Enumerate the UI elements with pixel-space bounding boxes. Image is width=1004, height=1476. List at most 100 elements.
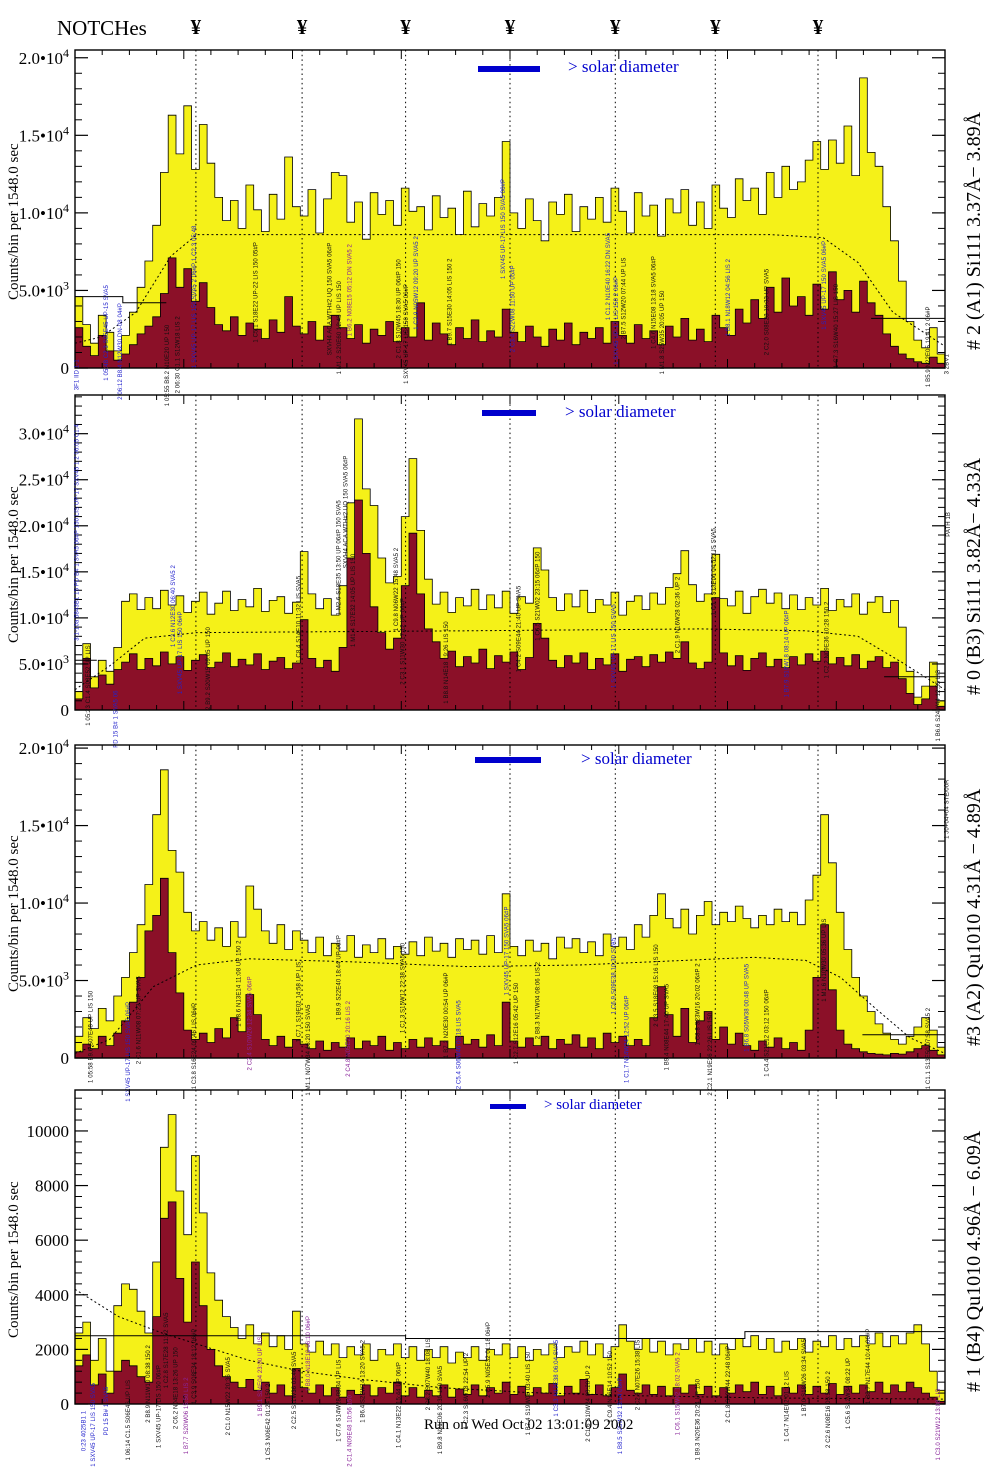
event-annotation: 1 C3.0 S21W12 13:08 LIS: [936, 1388, 942, 1460]
y-tick-label: 0: [61, 359, 70, 378]
event-annotation: 1 C2.3 S16W18 22:54 UP 2: [464, 1352, 470, 1429]
event-annotation: 1 C7.3 S16W40 15:27 LIS 150: [834, 283, 840, 368]
event-annotation: 1 B6.8 S05W38 00:48 UP SVA5: [744, 963, 750, 1051]
event-annotation: 1 SXV45 UP-17 LIS 150 SVA5: [611, 604, 617, 688]
event-annotation: 1 C5.1 S18E22 UP-22 LIS 150 05#P: [254, 242, 260, 343]
event-annotation: 1 B9.9 S22E40 18:44 UP 06#P: [336, 935, 342, 1020]
event-annotation: 1 C4.4 S21E12 03:12 150 06#P: [764, 989, 770, 1077]
y-tick-label: 10000: [27, 1122, 70, 1141]
histogram-background: [74, 499, 946, 711]
event-annotation: 1 C4.2 S09E44 21:40 UP SVA5: [516, 585, 522, 672]
y-tick-label: 8000: [35, 1177, 69, 1196]
event-annotation: 2 C2.9 N07E26 15:38 LIS: [636, 1340, 642, 1411]
event-annotation: 1 C1.1 S13E50 07:58 SVA5 2: [926, 1007, 932, 1089]
event-annotation: 1 C3.8 S16E24 09:46 LIS 06#P: [192, 1003, 198, 1090]
y-tick-label: 6000: [35, 1231, 69, 1250]
event-annotation: 2 B9.2 S20W15 09:05 UP 150: [206, 627, 212, 710]
event-annotation: 1 M1.2 S20E60 12:45 UP LIS 150: [337, 281, 343, 375]
y-tick-label: 2.5•104: [19, 468, 69, 490]
histogram-total: [74, 77, 946, 369]
event-annotation: 2 B7.5 S12W20 07:44 UP LIS: [622, 258, 628, 340]
event-annotation: 1 B7.4 S19W08 03:40 LIS 150: [526, 1351, 532, 1435]
event-annotation: 1 C8.8 S23W16 20:02 06#P 2: [696, 963, 702, 1046]
y-axis-label: Counts/bin per 1548.0 sec: [6, 835, 22, 992]
event-annotation: 2 C5.9 N05E32 01:18 06#P: [486, 1322, 492, 1398]
event-annotation: 3:1-10a 5843B1 15 PD B# 1 SVA5 06#P 150 …: [75, 424, 81, 641]
event-annotation: 1 SXV45 UP-17 LIS 150 SVA5 06#P: [404, 284, 410, 384]
event-annotation: 1 B9.1 S24E04 23:00 UP LIS: [258, 1336, 264, 1416]
event-annotation: 1 C6.9 S09E38 10:30 SVA5: [611, 937, 617, 1014]
y-tick-label: 3.0•104: [19, 422, 69, 444]
event-annotation: 1 05:48 C2.3 S05E45 UP-15 SVA5: [104, 285, 110, 381]
event-annotation: 3F1 IID 1-1: [75, 359, 81, 391]
event-annotation: 1 SXV45 UP-17 LIS 150 SVA5 2 06#P 1 C2.3…: [192, 225, 198, 368]
event-annotation: 1 05:58 B9.6 S07E48 UP LIS 150: [88, 990, 94, 1083]
event-annotation: 1 C1.2 N10E40 16:22 DN SVA5: [606, 232, 612, 320]
event-annotation: 2 C8.2 S07W40 18:08 LIS: [426, 1338, 432, 1410]
event-annotation: 1 C1.7 N14W24 12:52 UP 06#P: [624, 995, 630, 1083]
notch-symbol: ¥: [610, 15, 621, 39]
event-annotation: 1 C1.3 S15W12 22:38 SVA5 150: [401, 942, 407, 1033]
event-annotation: 1 B9.7 S15E30 14:05 LIS 150 2: [448, 258, 454, 346]
y-tick-label: 5.0•103: [19, 969, 69, 991]
event-annotation: 1 C2.7 S12E16 05:42 UP 150: [514, 982, 520, 1064]
event-annotation: 1 SXV45 UP-17 LIS 150 SVA5 06#P: [501, 179, 507, 279]
event-annotation: 2 C2.0 S08E28 10:33 UP SVA5: [764, 268, 770, 355]
event-annotation: 2 C2.6 N08E16 05:58 150 2: [826, 1371, 832, 1448]
event-annotation: 1 B7.2 N20E30 00:54 UP 06#P: [444, 972, 450, 1058]
event-annotation: 1 C2.2 N09E36 10:28 150 2: [824, 601, 830, 678]
running-average-line: [74, 956, 946, 1054]
event-annotation: 2 C3.4 S22W08 11:50 UP 05#P: [510, 265, 516, 352]
event-annotation: 1 B9.3 N20E36 20:24 UP 150: [696, 1378, 702, 1460]
event-annotation: 1 B6.6 S24W44 12:55 LIS: [936, 670, 942, 742]
running-average-line: [74, 1288, 946, 1400]
event-annotation: 1 C4.1 N13E22 15:44 UP 06#P: [396, 1362, 402, 1448]
event-annotation: 1 C2.6 N12E30 06:40 SVA5 2: [171, 565, 177, 647]
y-tick-label: 1.0•104: [19, 891, 69, 913]
event-annotation: 1 B8.7 N17E44 10:44 06#P: [866, 1329, 872, 1404]
event-annotation: 1 C2.9 N05W12 09:20 UP SVA5 2: [414, 236, 420, 330]
event-annotation: 1 SXV45 UP-17 LIS 150 2 06#P: [614, 277, 620, 365]
run-timestamp: Run on Wed Oct 02 13:01:09 2002: [424, 1417, 634, 1433]
y-tick-label: 2.0•104: [19, 736, 69, 758]
event-annotation: 1 B5.9 N22E05 19:41 2 06#P: [926, 306, 932, 387]
solar-diameter-bar: [490, 1104, 526, 1109]
y-axis-label: Counts/bin per 1548.0 sec: [6, 1181, 22, 1338]
event-annotation: 2 C1.6 S10W24 08:28 UP 2: [586, 1365, 592, 1442]
panel-4: 10000 8000 6000 4000 2000 0 0:23 4025B1 1 1 SXV…: [27, 1089, 946, 1467]
event-annotation: 1 M1.6 N10W30 05:36 UP LIS: [822, 918, 828, 1001]
level-line: [75, 296, 167, 304]
event-annotation: 1 C7.6 S14W28 08:34 UP LIS: [336, 1359, 342, 1441]
event-annotation: 2 C6.2 N04E18 13:26 UP 150: [174, 1347, 180, 1429]
y-tick-label: 1.5•104: [19, 814, 69, 836]
notch-symbol: ¥: [296, 15, 308, 39]
y-tick-label: 1.0•104: [19, 201, 69, 223]
event-annotation: SXVH4 ACA WTH#2 UQ 150 SVA5 06#P: [328, 242, 334, 355]
event-annotation: 1 C2.8 S17E28 11:02 SVA5: [164, 1312, 170, 1388]
histogram-background: [74, 877, 946, 1059]
event-annotation: 2 C1.9 N16W28 02:36 UP 2: [676, 576, 682, 653]
event-annotation: 1 B7.0 S18W26 03:34 SVA5: [802, 1338, 808, 1416]
event-annotation: 1 C4.7 N14E02 01:12 LIS: [784, 1371, 790, 1442]
y-tick-label: 2.0•104: [19, 46, 69, 68]
y-tick-label: 2000: [35, 1340, 69, 1359]
event-annotation: 1 C9.8 N06W22 15:48 SVA5 2: [394, 547, 400, 631]
histogram-background: [74, 1201, 946, 1405]
event-annotation: 1 B8.5 S25W32 13:14 06#P: [618, 1377, 624, 1454]
event-annotation: 1 C8.4 S14E10 11:32 LIS SVA5: [296, 575, 302, 663]
event-annotation: 1 M1.8 S25W35 20:05 UP 150: [660, 290, 666, 374]
y-tick-label: 5.0•103: [19, 278, 69, 300]
y-tick-label: 1.0•104: [19, 606, 69, 628]
event-annotation: 3 2BV1: [945, 354, 951, 375]
solar-diameter-label: > solar diameter: [544, 1097, 642, 1113]
histogram-total: [74, 418, 946, 711]
level-line: [75, 1331, 945, 1339]
event-annotation: 1 SXV45 UP-17 150 SVA5 06#P: [504, 906, 510, 995]
panel-3: 2.0•104 1.5•104 1.0•104 5.0•103 0 1 05:58 B9.…: [19, 736, 951, 1102]
event-annotation: 1 06:14 C1.5 S06E46 UP LIS: [126, 1380, 132, 1461]
event-annotation: 2 C2.1 N19E26 22:26 LIS 150: [708, 1012, 714, 1095]
event-annotation: 1 B7.9 S19W18 08:14 UP 06#P: [784, 610, 790, 697]
event-annotation: 1 C5.3 N06E42 01:24 150 2: [266, 1383, 272, 1460]
